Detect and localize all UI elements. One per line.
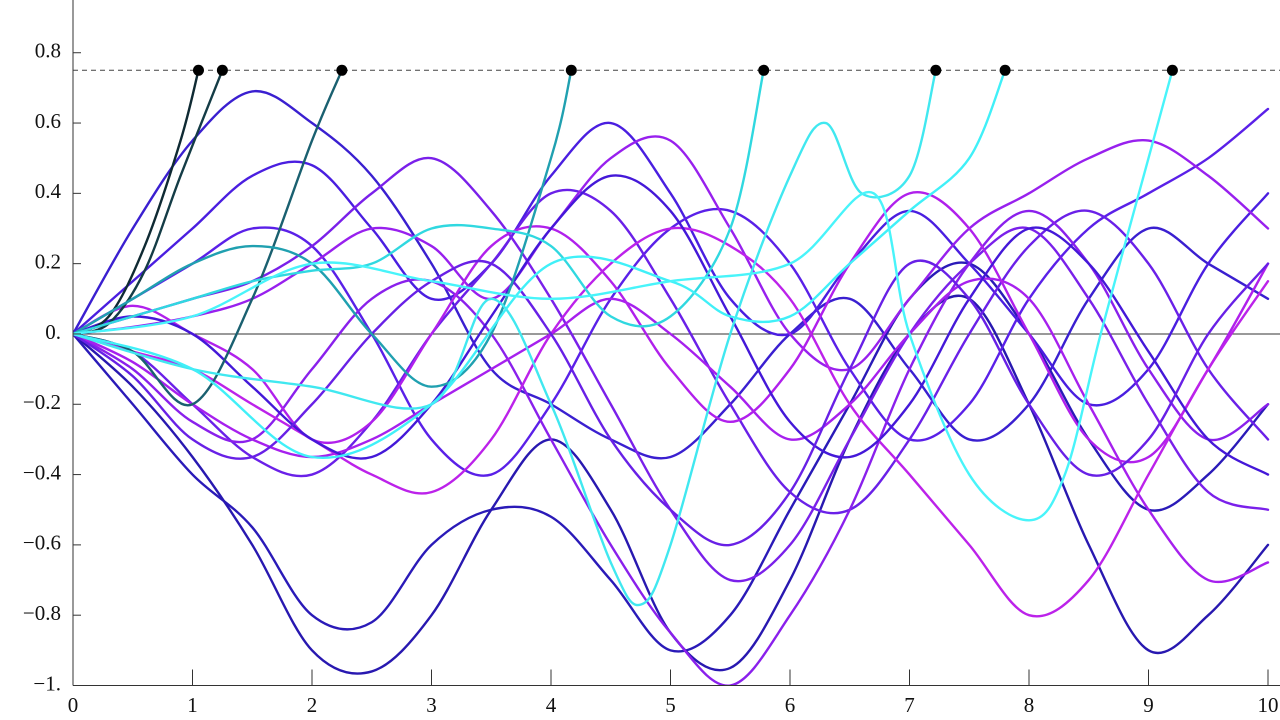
grid-layer [73,69,1280,335]
hit-marker [1166,64,1178,76]
y-tick-label: −0.4 [23,460,62,484]
series-line [73,69,765,336]
series-line [73,121,1270,407]
y-tick-label: −0.2 [23,390,61,414]
y-tick-label: 0.8 [35,39,61,63]
series-line [73,259,1270,547]
y-tick-label: 0.4 [35,179,62,203]
x-tick-label: 9 [1143,693,1154,717]
y-tick-label: −0.6 [23,531,61,555]
series-line [73,69,573,388]
series-line [73,188,1270,515]
x-tick-label: 6 [785,693,796,717]
series-line [73,261,1270,653]
series-line [73,69,937,607]
hit-marker [336,64,348,76]
series-line [73,156,1270,583]
hit-marker [192,64,204,76]
series-line [73,69,1007,460]
hit-marker [216,64,228,76]
x-tick-label: 0 [68,693,79,717]
y-tick-label: 0.2 [35,249,61,273]
hit-marker [999,64,1011,76]
y-tick-label: −0.8 [23,601,61,625]
x-tick-label: 1 [187,693,198,717]
series-line [73,209,1270,686]
y-tick-label: −1. [33,671,61,695]
x-tick-label: 2 [307,693,318,717]
hit-marker [758,64,770,76]
series-line [73,69,200,336]
x-tick-label: 3 [426,693,437,717]
series-line [73,107,1270,477]
series-line [73,174,1270,476]
hit-marker [565,64,577,76]
curves [73,69,1270,686]
hit-marker [930,64,942,76]
y-tick-label: 0.6 [35,109,61,133]
series-line [73,277,1270,584]
x-tick-label: 10 [1258,693,1279,717]
series-line [73,90,1270,460]
x-tick-label: 5 [665,693,676,717]
series-line [73,294,1270,675]
y-tick-label: 0. [45,320,61,344]
axes: 0.8 0.6 0.4 0.2 0. −0.2 −0.4 −0.6 −0.8 −1. 0 1 2 3 4 5 6… [23,0,1280,717]
x-tick-label: 4 [546,693,557,717]
series-line [73,69,1174,522]
series-line [73,69,224,336]
x-tick-label: 8 [1024,693,1035,717]
x-tick-label: 7 [904,693,915,717]
series-line [73,226,1270,618]
series-line [73,191,1270,464]
